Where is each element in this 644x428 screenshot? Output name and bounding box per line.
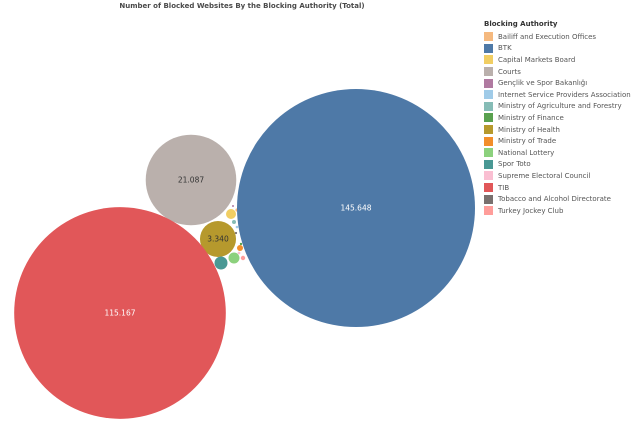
legend-swatch (484, 55, 493, 65)
legend-item-btk[interactable]: BTK (484, 43, 644, 55)
legend-label: Ministry of Agriculture and Forestry (498, 102, 622, 111)
bubble-tobacco-and-alcohol-directorate[interactable] (234, 231, 238, 235)
legend-item-national-lottery[interactable]: National Lottery (484, 147, 644, 159)
legend-item-ministry-of-trade[interactable]: Ministry of Trade (484, 135, 644, 147)
bubble-turkey-jockey-club[interactable] (240, 255, 246, 261)
legend-label: Gençlik ve Spor Bakanlığı (498, 79, 588, 88)
bubble-national-lottery[interactable] (228, 252, 240, 264)
bubble-ministry-of-agriculture-and-forestry[interactable] (232, 220, 236, 224)
legend-item-ministry-of-agriculture-and-forestry[interactable]: Ministry of Agriculture and Forestry (484, 101, 644, 113)
legend-label: Courts (498, 67, 521, 76)
legend-label: BTK (498, 44, 512, 53)
legend-item-bailiff-and-execution-offices[interactable]: Bailiff and Execution Offices (484, 31, 644, 43)
legend-swatch (484, 125, 493, 135)
legend-label: Supreme Electoral Council (498, 171, 591, 180)
bubble-ministry-of-finance[interactable] (239, 242, 243, 246)
bubble-chart: 145.648 21.087 3.340 115.167 (14, 89, 475, 419)
legend-item-genclik-ve-spor-bakanligi[interactable]: Gençlik ve Spor Bakanlığı (484, 77, 644, 89)
bubble-spor-toto[interactable] (214, 256, 228, 270)
bubble-label-btk: 145.648 (340, 204, 371, 213)
legend-label: National Lottery (498, 148, 555, 157)
bubble-internet-service-providers-association[interactable] (235, 225, 239, 229)
legend-item-internet-service-providers-association[interactable]: Internet Service Providers Association (484, 89, 644, 101)
legend-item-ministry-of-finance[interactable]: Ministry of Finance (484, 112, 644, 124)
bubble-courts[interactable] (145, 134, 237, 226)
legend-title: Blocking Authority (484, 20, 558, 28)
legend-swatch (484, 32, 493, 42)
legend-item-supreme-electoral-council[interactable]: Supreme Electoral Council (484, 170, 644, 182)
legend-swatch (484, 67, 493, 77)
bubble-label-ministry-of-health: 3.340 (207, 235, 229, 244)
legend-item-ministry-of-health[interactable]: Ministry of Health (484, 124, 644, 136)
legend-swatch (484, 43, 493, 53)
legend-swatch (484, 136, 493, 146)
legend-item-tobacco-and-alcohol-directorate[interactable]: Tobacco and Alcohol Directorate (484, 193, 644, 205)
legend-label: Internet Service Providers Association (498, 90, 631, 99)
bubble-tib[interactable] (14, 207, 226, 419)
legend-swatch (484, 113, 493, 123)
legend-label: TIB (498, 183, 510, 192)
legend-swatch (484, 194, 493, 204)
legend-label: Ministry of Trade (498, 137, 557, 146)
legend-item-courts[interactable]: Courts (484, 66, 644, 78)
legend-label: Turkey Jockey Club (498, 206, 564, 215)
legend-swatch (484, 78, 493, 88)
bubble-supreme-electoral-council[interactable] (237, 251, 241, 255)
chart-title: Number of Blocked Websites By the Blocki… (119, 2, 365, 10)
bubble-genclik-ve-spor-bakanligi[interactable] (232, 205, 234, 207)
legend-label: Spor Toto (498, 160, 531, 169)
bubble-ministry-of-trade[interactable] (237, 245, 243, 251)
legend-label: Ministry of Finance (498, 113, 564, 122)
bubble-capital-markets-board[interactable] (226, 209, 236, 219)
bubble-label-tib: 115.167 (104, 309, 135, 318)
legend-item-spor-toto[interactable]: Spor Toto (484, 159, 644, 171)
bubble-btk[interactable] (237, 89, 475, 327)
legend-label: Bailiff and Execution Offices (498, 32, 597, 41)
legend-swatch (484, 171, 493, 181)
legend-item-turkey-jockey-club[interactable]: Turkey Jockey Club (484, 205, 644, 217)
legend-swatch (484, 159, 493, 169)
legend-item-capital-markets-board[interactable]: Capital Markets Board (484, 54, 644, 66)
legend-swatch (484, 101, 493, 111)
legend-label: Capital Markets Board (498, 55, 576, 64)
legend-swatch (484, 183, 493, 193)
legend-label: Tobacco and Alcohol Directorate (498, 195, 611, 204)
legend: Blocking Authority Bailiff and Execution… (484, 20, 644, 217)
bubble-label-courts: 21.087 (178, 176, 204, 185)
bubble-ministry-of-health[interactable] (199, 220, 237, 258)
legend-swatch (484, 90, 493, 100)
legend-swatch (484, 206, 493, 216)
legend-swatch (484, 148, 493, 158)
legend-label: Ministry of Health (498, 125, 560, 134)
legend-item-tib[interactable]: TIB (484, 182, 644, 194)
